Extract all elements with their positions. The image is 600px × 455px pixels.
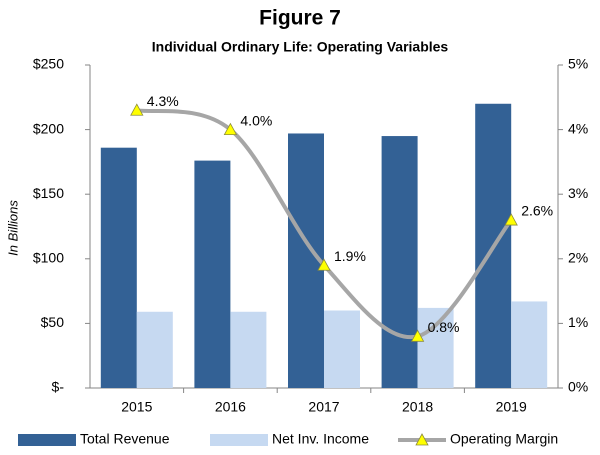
legend-label: Total Revenue [80,431,170,447]
legend-label: Operating Margin [450,431,558,447]
y-tick-label: $50 [41,314,65,330]
chart-subtitle: Individual Ordinary Life: Operating Vari… [152,39,449,55]
bar [100,147,137,388]
data-label: 4.0% [240,112,272,128]
bar [417,307,454,388]
bar [230,311,267,388]
x-tick-label: 2019 [496,399,527,415]
x-tick-label: 2016 [215,399,246,415]
y2-tick-label: 1% [568,314,588,330]
legend-label: Net Inv. Income [272,431,369,447]
x-tick-label: 2015 [121,399,152,415]
chart-title: Figure 7 [259,7,341,30]
bar [381,136,418,388]
y-axis-label: In Billions [5,200,20,256]
bar [324,310,360,388]
y2-tick-label: 3% [568,185,588,201]
data-label: 2.6% [521,203,553,219]
y-tick-label: $250 [33,56,64,72]
x-tick-label: 2018 [402,399,433,415]
y2-tick-label: 4% [568,120,588,136]
data-label: 0.8% [428,319,460,335]
data-label: 4.3% [147,93,179,109]
y-tick-label: $200 [33,120,64,136]
bar [136,311,173,388]
marker [504,213,518,226]
y2-tick-label: 2% [568,250,588,266]
x-tick-label: 2017 [308,399,339,415]
legend-marker [415,433,429,446]
marker [317,258,331,271]
y2-tick-label: 0% [568,379,588,395]
marker [410,329,425,342]
y2-tick-label: 5% [568,56,588,72]
marker [130,103,144,116]
bar [194,160,231,388]
legend-swatch [18,434,76,446]
data-label: 1.9% [334,248,366,264]
legend-swatch [210,434,268,446]
marker [223,122,238,135]
y-tick-label: $100 [33,250,64,266]
y-tick-label: $- [52,379,65,395]
bar [511,301,548,388]
y-tick-label: $150 [33,185,64,201]
